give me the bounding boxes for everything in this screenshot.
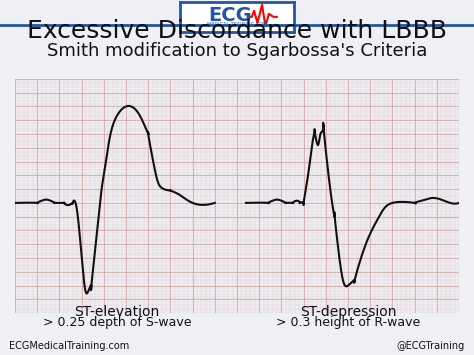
Text: MEDICAL TRAINING.COM: MEDICAL TRAINING.COM (207, 22, 267, 27)
Text: ECGMedicalTraining.com: ECGMedicalTraining.com (9, 342, 130, 351)
Text: > 0.3 height of R-wave: > 0.3 height of R-wave (276, 316, 420, 329)
Text: ST-depression: ST-depression (300, 305, 396, 319)
Text: Excessive Discordance with LBBB: Excessive Discordance with LBBB (27, 18, 447, 43)
Text: > 0.25 depth of S-wave: > 0.25 depth of S-wave (43, 316, 191, 329)
Text: Smith modification to Sgarbossa's Criteria: Smith modification to Sgarbossa's Criter… (47, 42, 427, 60)
Text: @ECGTraining: @ECGTraining (396, 342, 465, 351)
Text: ECG: ECG (209, 6, 252, 25)
Text: ST-elevation: ST-elevation (74, 305, 160, 319)
